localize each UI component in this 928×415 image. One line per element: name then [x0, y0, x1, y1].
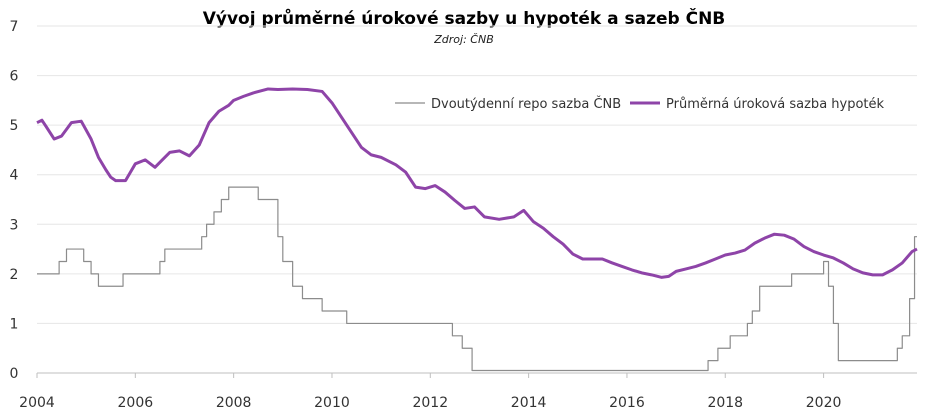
x-tick-label: 2010 — [314, 395, 350, 411]
series-repo-rate-line — [37, 186, 917, 372]
legend-label-repo: Dvoutýdenní repo sazba ČNB — [431, 96, 621, 112]
y-tick-label: 5 — [10, 118, 19, 134]
legend-label-mortgage: Průměrná úroková sazba hypoték — [666, 97, 885, 112]
legend: Dvoutýdenní repo sazba ČNB Průměrná úrok… — [395, 96, 885, 112]
chart-title: Vývoj průměrné úrokové sazby u hypoték a… — [203, 7, 726, 29]
x-tick-label: 2006 — [118, 395, 154, 411]
y-tick-label: 1 — [10, 316, 19, 332]
y-tick-label: 6 — [10, 69, 19, 85]
series-lines — [36, 87, 918, 372]
x-axis-ticks: 2004 2006 2008 2010 2012 2014 2016 2018 2020 — [19, 373, 841, 411]
x-tick-label: 2020 — [806, 395, 842, 411]
gridlines — [37, 25, 917, 374]
y-tick-label: 0 — [10, 366, 19, 382]
y-tick-label: 2 — [10, 267, 19, 283]
y-tick-label: 7 — [10, 19, 19, 35]
y-axis-ticks: 0 1 2 3 4 5 6 7 — [10, 19, 19, 382]
series-mortgage-rate-line — [36, 87, 918, 279]
chart-subtitle: Zdroj: ČNB — [433, 33, 494, 46]
x-tick-label: 2014 — [511, 395, 547, 411]
y-tick-label: 3 — [10, 217, 19, 233]
x-tick-label: 2008 — [216, 395, 252, 411]
x-tick-label: 2012 — [412, 395, 448, 411]
x-tick-label: 2018 — [707, 395, 743, 411]
y-tick-label: 4 — [10, 168, 19, 184]
x-tick-label: 2016 — [609, 395, 645, 411]
x-tick-label: 2004 — [19, 395, 55, 411]
